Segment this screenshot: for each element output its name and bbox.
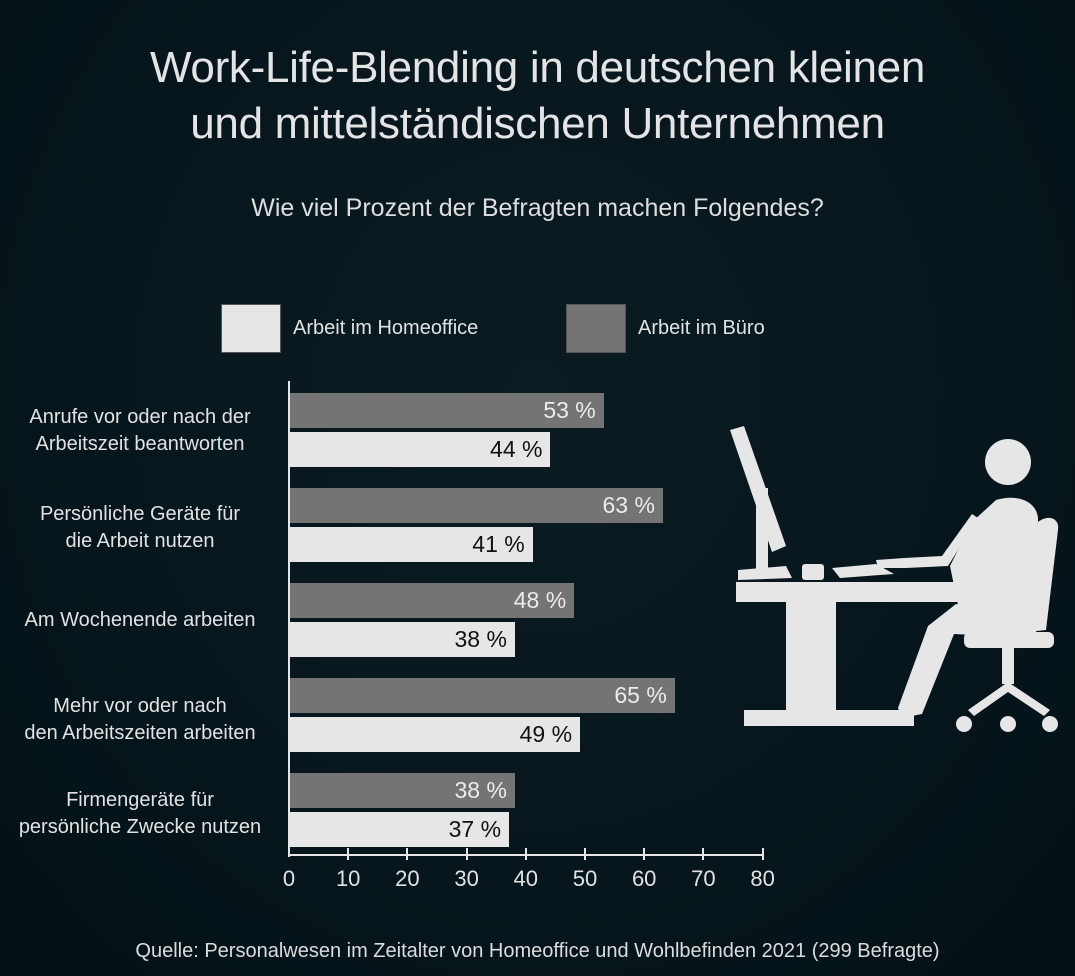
legend-label-buero: Arbeit im Büro	[638, 316, 765, 339]
x-axis-tick	[643, 848, 646, 860]
x-axis-tick	[702, 848, 705, 860]
legend-item-homeoffice: Arbeit im Homeoffice	[221, 303, 478, 353]
category-label: Mehr vor oder nach den Arbeitszeiten arbe…	[24, 695, 256, 744]
x-axis-tick-label: 80	[750, 866, 775, 891]
x-axis-tick-label: 30	[454, 866, 479, 891]
bar-home: 37 %	[290, 812, 510, 847]
x-axis-tick-label: 20	[395, 866, 420, 891]
bar-office: 38 %	[290, 773, 515, 808]
x-axis-tick-label: 10	[335, 866, 361, 891]
legend-swatch-buero	[566, 303, 626, 353]
category-label: Persönliche Geräte für die Arbeit nutzen	[39, 503, 241, 552]
x-axis-tick-label: 60	[631, 866, 657, 891]
legend-swatch-homeoffice	[221, 303, 281, 353]
category-label: Firmengeräte für persönliche Zwecke nutze…	[18, 789, 262, 838]
x-axis-tick-label: 0	[282, 866, 296, 891]
bar-home: 44 %	[290, 432, 551, 467]
legend-item-buero: Arbeit im Büro	[566, 303, 765, 353]
bar-home: 38 %	[290, 622, 515, 657]
bar-office: 65 %	[290, 678, 675, 713]
x-axis-tick-label: 50	[572, 866, 598, 891]
x-axis-tick	[761, 848, 764, 860]
bar-office: 53 %	[290, 393, 604, 428]
x-axis-tick	[524, 848, 527, 860]
x-axis-tick-label: 40	[513, 866, 539, 891]
chart-title-line1: Work-Life-Blending in deutschen kleinen	[149, 43, 926, 92]
bar-home: 49 %	[290, 717, 581, 752]
bar-office: 48 %	[290, 583, 575, 618]
x-axis-tick	[584, 848, 586, 860]
y-axis-line	[288, 381, 290, 857]
x-axis-tick-label: 70	[691, 866, 716, 891]
bar-home: 41 %	[290, 527, 533, 562]
category-label: Anrufe vor oder nach der Arbeitszeit bean…	[29, 406, 251, 455]
x-axis-tick	[347, 848, 350, 860]
category-label: Am Wochenende arbeiten	[24, 609, 256, 631]
chart-title-line2: und mittelständischen Unternehmen	[190, 99, 885, 148]
x-axis-tick	[406, 848, 409, 860]
x-axis-tick	[465, 848, 468, 860]
person-at-desk-icon	[730, 426, 1059, 732]
legend-label-homeoffice: Arbeit im Homeoffice	[293, 316, 479, 339]
source-note: Quelle: Personalwesen im Zeitalter von H…	[135, 940, 940, 962]
bar-office: 63 %	[290, 488, 663, 523]
chart-subtitle: Wie viel Prozent der Befragten machen Fo…	[251, 194, 824, 222]
chart-title: Work-Life-Blending in deutschen kleinen …	[0, 40, 1075, 152]
